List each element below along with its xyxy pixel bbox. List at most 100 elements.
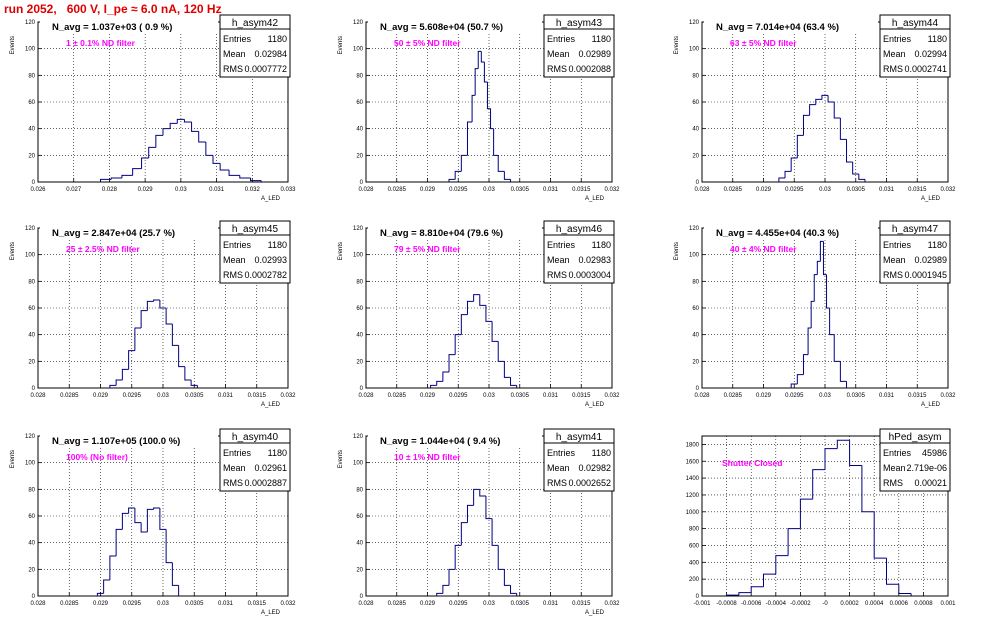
stats-box: [219, 220, 291, 284]
y-tick-label: 120: [353, 20, 364, 26]
histogram-bin: [176, 118, 185, 124]
x-tick-label: 0.026: [30, 187, 46, 193]
histogram-bin: [460, 154, 468, 172]
stats-value: 45986: [922, 448, 947, 458]
x-tick-label: 0.0315: [572, 187, 591, 193]
stats-histogram-name: h_asym41: [556, 432, 603, 443]
stats-histogram-name: h_asym40: [232, 432, 279, 443]
histogram-bin: [473, 488, 480, 506]
y-tick-label: 0: [32, 594, 36, 600]
histogram-bin: [483, 62, 488, 83]
histogram-bin: [861, 465, 875, 513]
x-tick-label: -0: [822, 601, 828, 607]
filter-annotation: Shutter Closed: [722, 458, 782, 468]
x-tick-label: 0.032: [604, 187, 620, 193]
y-tick-label: 120: [689, 20, 700, 26]
stats-box: [879, 428, 951, 492]
y-axis-label: Events: [10, 450, 16, 468]
x-tick-label: 0.0285: [724, 187, 743, 193]
histogram-bin: [839, 361, 847, 382]
histogram-panel-h_asym43: 0.028 0.0285 0.029 0.0295 0.03 0.0305 0.031 0.0…: [338, 14, 620, 202]
y-tick-label: 120: [689, 226, 700, 232]
y-tick-label: 1200: [686, 493, 700, 499]
y-tick-label: 40: [28, 333, 35, 339]
histogram-bin: [159, 508, 167, 530]
y-axis-label: Events: [10, 242, 16, 260]
histogram-bin: [466, 121, 473, 156]
histogram-bin: [454, 334, 462, 355]
y-tick-label: 60: [356, 514, 363, 520]
histogram-bin: [479, 294, 486, 306]
title-box: [368, 224, 542, 240]
y-tick-label: 100: [25, 47, 36, 53]
x-tick-label: -0.0006: [741, 601, 762, 607]
x-tick-label: -0.0002: [790, 601, 811, 607]
histogram-bin: [485, 305, 493, 322]
histogram-bin: [486, 82, 491, 110]
stats-label: Mean: [883, 255, 906, 265]
y-tick-label: 20: [28, 153, 35, 159]
y-tick-label: 120: [353, 226, 364, 232]
y-tick-label: 100: [25, 253, 36, 259]
histogram-bin: [799, 498, 813, 529]
y-axis-label: Events: [338, 242, 344, 260]
y-axis-label: Events: [674, 36, 680, 54]
x-tick-label: 0.031: [879, 393, 895, 399]
stats-value: 0.0002088: [568, 64, 611, 74]
histogram-bin: [140, 310, 148, 328]
histogram-bin: [491, 321, 499, 342]
stats-histogram-name: h_asym44: [892, 18, 939, 29]
filter-annotation: 79 ± 5% ND filter: [394, 244, 461, 254]
y-tick-label: 100: [689, 253, 700, 259]
stats-value: 1180: [592, 448, 611, 458]
y-tick-label: 0: [696, 180, 700, 186]
histogram-bin: [898, 584, 912, 594]
histogram-bin: [178, 345, 185, 368]
y-tick-label: 100: [353, 47, 364, 53]
y-tick-label: 100: [25, 461, 36, 467]
y-tick-label: 60: [28, 514, 35, 520]
y-tick-label: 0: [360, 594, 364, 600]
y-tick-label: 0: [696, 594, 700, 600]
histogram-bin: [787, 528, 801, 556]
histogram-bin: [171, 562, 179, 586]
y-tick-label: 400: [689, 560, 700, 566]
histogram-bin: [141, 157, 149, 169]
x-tick-label: 0.03: [483, 601, 495, 607]
x-tick-label: 0.029: [756, 393, 772, 399]
histogram-bin: [479, 489, 486, 497]
stats-label: Mean: [547, 49, 570, 59]
stats-label: RMS: [223, 478, 243, 488]
histogram-bin: [212, 155, 221, 164]
histogram-bin: [109, 384, 117, 388]
stats-value: 0.02989: [578, 49, 611, 59]
histogram-panel-h_asym46: 0.028 0.0285 0.029 0.0295 0.03 0.0305 0.031 0.0…: [338, 220, 620, 408]
y-tick-label: 60: [692, 100, 699, 106]
histogram-bin: [738, 592, 752, 596]
x-tick-label: 0.0315: [248, 393, 267, 399]
x-tick-label: 0.0305: [847, 393, 866, 399]
panel-title: N_avg = 1.107e+05 (100.0 %): [52, 436, 180, 447]
x-tick-label: 0.028: [358, 393, 374, 399]
histogram-bin: [448, 178, 456, 182]
stats-histogram-name: h_asym47: [892, 224, 939, 235]
y-tick-label: 800: [689, 527, 700, 533]
x-tick-label: 0.027: [66, 187, 82, 193]
histogram-bin: [503, 569, 511, 586]
histogram-bin: [491, 518, 499, 546]
histogram-bin: [796, 374, 804, 384]
y-tick-label: 1400: [686, 476, 700, 482]
panel-title: N_avg = 2.847e+04 (25.7 %): [52, 228, 175, 239]
x-tick-label: 0.028: [358, 187, 374, 193]
x-tick-label: 0.028: [358, 601, 374, 607]
x-tick-label: 0.0315: [572, 393, 591, 399]
stats-label: Entries: [223, 448, 252, 458]
histogram-bin: [454, 170, 462, 180]
histogram-bin: [96, 592, 104, 596]
stats-value: 0.0002887: [244, 478, 287, 488]
histogram-bin: [493, 128, 499, 156]
histogram-bin: [790, 157, 798, 172]
stats-label: Mean: [223, 463, 246, 473]
y-tick-label: 80: [356, 487, 363, 493]
histogram-bin: [115, 379, 123, 386]
